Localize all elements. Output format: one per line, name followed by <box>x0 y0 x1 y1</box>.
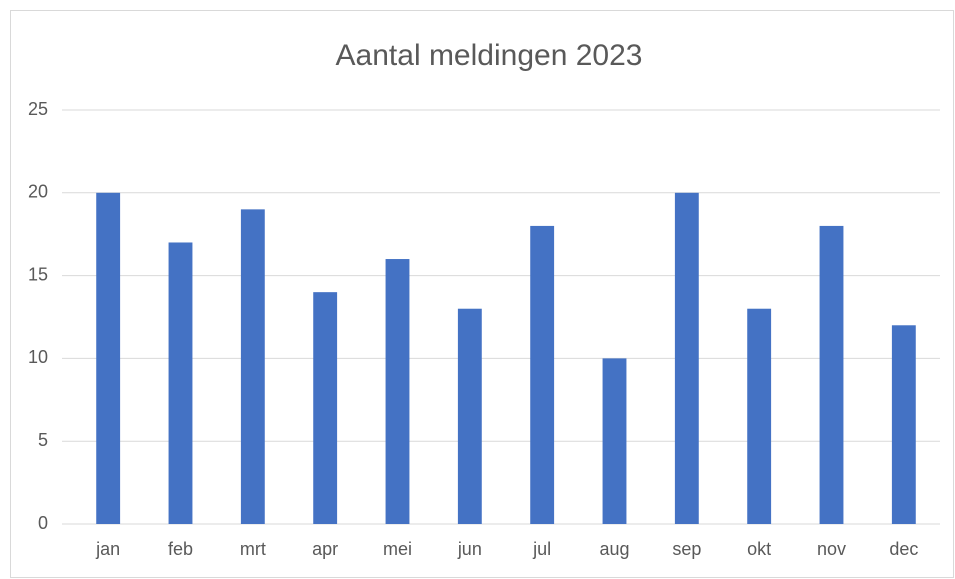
x-tick-label: okt <box>747 539 771 559</box>
chart-frame <box>10 10 954 578</box>
y-tick-label: 25 <box>28 99 48 119</box>
y-tick-label: 5 <box>38 430 48 450</box>
x-tick-label: jun <box>457 539 482 559</box>
chart-title: Aantal meldingen 2023 <box>336 39 643 72</box>
x-tick-label: dec <box>889 539 918 559</box>
x-tick-label: sep <box>672 539 701 559</box>
bar <box>674 192 699 525</box>
bar <box>602 358 627 524</box>
y-tick-label: 10 <box>28 347 48 367</box>
bar <box>891 325 916 524</box>
y-tick-label: 15 <box>28 264 48 284</box>
bar <box>819 225 844 525</box>
bar <box>385 259 410 524</box>
x-tick-label: feb <box>168 539 193 559</box>
x-tick-label: nov <box>817 539 846 559</box>
bar <box>457 308 482 524</box>
x-tick-label: mrt <box>240 539 266 559</box>
x-tick-label: apr <box>312 539 338 559</box>
x-tick-label: jul <box>532 539 551 559</box>
x-tick-label: aug <box>599 539 629 559</box>
y-tick-label: 0 <box>38 513 48 533</box>
x-tick-label: jan <box>95 539 120 559</box>
x-tick-label: mei <box>383 539 412 559</box>
bar <box>240 209 265 525</box>
bar <box>313 292 338 524</box>
bar <box>96 192 121 525</box>
bar <box>530 225 555 525</box>
bar <box>747 308 772 524</box>
bar <box>168 242 193 525</box>
y-tick-label: 20 <box>28 182 48 202</box>
